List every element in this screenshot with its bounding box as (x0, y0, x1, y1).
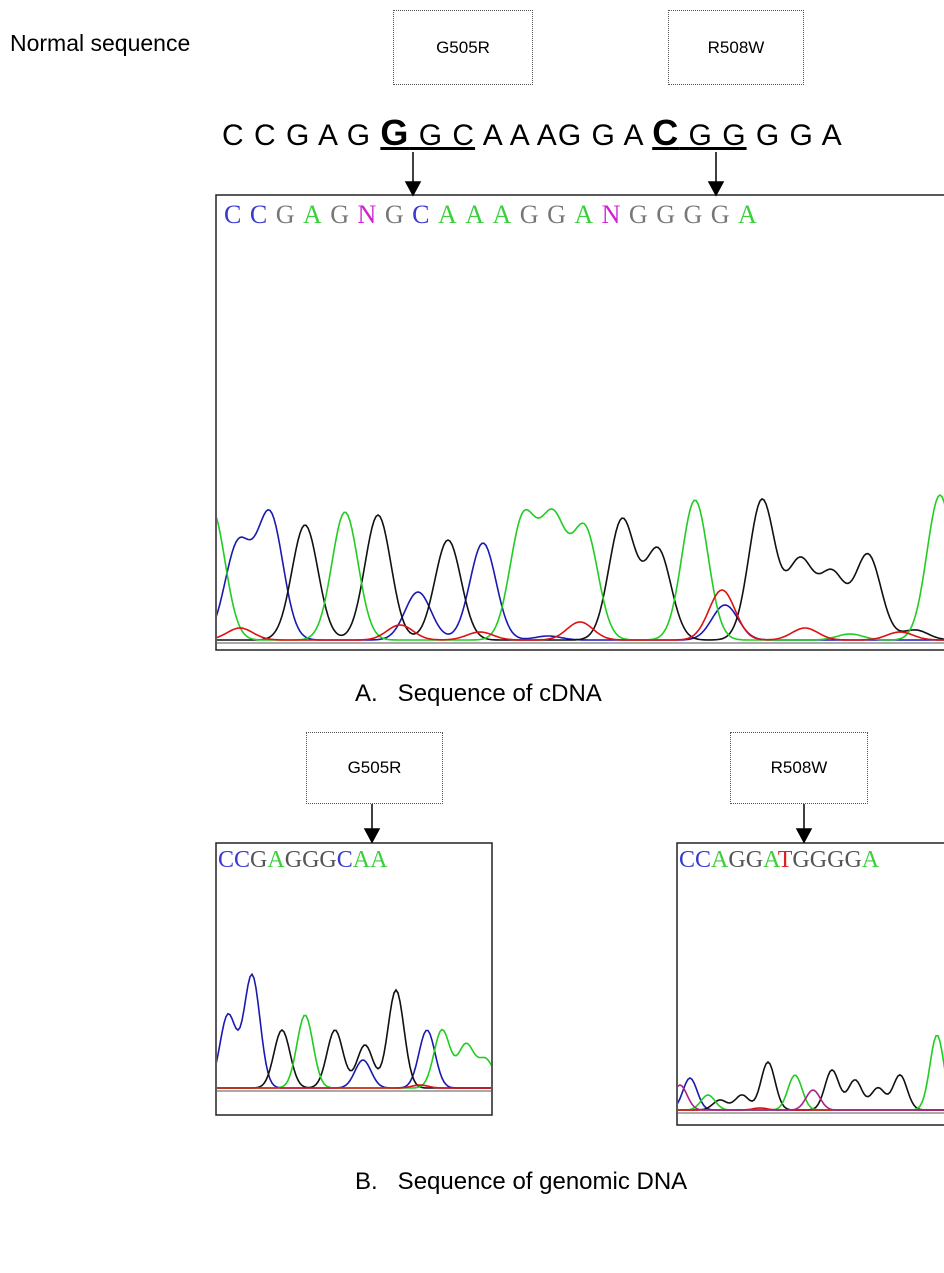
base-call: C (218, 847, 234, 873)
base-call: G (629, 200, 656, 229)
base-call: A (763, 847, 778, 873)
base-call: G (520, 200, 547, 229)
mutation-box: G505R (393, 10, 533, 85)
sequence-segment: G G A (747, 119, 843, 152)
figure: Normal sequence G505R R508W C C G A G G … (0, 0, 944, 1273)
base-call: C (695, 847, 711, 873)
base-call: A (493, 200, 520, 229)
mutation-box: R508W (730, 732, 868, 804)
base-call: G (250, 847, 267, 873)
base-call: G (547, 200, 574, 229)
base-call: G (844, 847, 861, 873)
sequence-segment: C (652, 112, 679, 153)
base-call: A (267, 847, 284, 873)
trace-group (200, 974, 500, 1091)
base-call: G (276, 200, 303, 229)
base-call: G (728, 847, 745, 873)
trace-group (200, 495, 944, 643)
sequence-segment: G G (679, 119, 746, 152)
mutation-label: R508W (669, 38, 803, 58)
base-call: G (792, 847, 809, 873)
caption: A. Sequence of cDNA (355, 680, 602, 708)
base-call: G (285, 847, 302, 873)
base-call: A (465, 200, 492, 229)
base-call: G (827, 847, 844, 873)
sequence-segment: A A AG G A (475, 119, 652, 152)
base-call: G (711, 200, 738, 229)
base-call: N (358, 200, 385, 229)
base-calls: CCGAGGGCAA (218, 847, 387, 874)
base-calls: CCGAGNGCAAAGGANGGGGA (224, 200, 765, 230)
mutation-box: R508W (668, 10, 804, 85)
normal-sequence: C C G A G G G C A A AG G A C G G G G A (222, 112, 843, 154)
base-call: A (862, 847, 879, 873)
base-call: G (810, 847, 827, 873)
traces-layer (0, 0, 944, 1273)
sequence-segment: C C G A G (222, 119, 380, 152)
mutation-box: G505R (306, 732, 443, 804)
trace (200, 495, 944, 640)
trace (200, 499, 944, 640)
base-call: A (711, 847, 728, 873)
base-call: A (438, 200, 465, 229)
base-call: G (656, 200, 683, 229)
normal-label: Normal sequence (10, 30, 190, 57)
base-call: T (778, 847, 793, 873)
base-call: G (319, 847, 336, 873)
trace-group (670, 1036, 944, 1113)
base-call: C (412, 200, 438, 229)
base-call: G (302, 847, 319, 873)
trace (670, 1036, 944, 1110)
chromatogram-frame (677, 843, 944, 1125)
mutation-label: G505R (307, 758, 442, 778)
base-call: G (746, 847, 763, 873)
base-call: A (303, 200, 330, 229)
base-call: C (250, 200, 276, 229)
base-call: A (574, 200, 601, 229)
caption: B. Sequence of genomic DNA (355, 1168, 687, 1196)
base-call: C (224, 200, 250, 229)
base-call: G (385, 200, 412, 229)
base-call: A (353, 847, 370, 873)
base-call: C (679, 847, 695, 873)
base-call: A (370, 847, 387, 873)
trace (200, 1085, 500, 1088)
chromatogram-frame (216, 195, 944, 650)
base-calls: CCAGGATGGGGA (679, 847, 879, 874)
base-call: A (738, 200, 765, 229)
base-call: C (234, 847, 250, 873)
sequence-segment: G (380, 112, 409, 153)
trace (200, 590, 944, 640)
base-call: G (683, 200, 710, 229)
base-call: C (337, 847, 353, 873)
trace (200, 1016, 500, 1088)
base-call: N (602, 200, 629, 229)
mutation-label: R508W (731, 758, 867, 778)
mutation-label: G505R (394, 38, 532, 58)
base-call: G (330, 200, 357, 229)
sequence-segment: G C (409, 119, 475, 152)
trace (200, 510, 944, 640)
